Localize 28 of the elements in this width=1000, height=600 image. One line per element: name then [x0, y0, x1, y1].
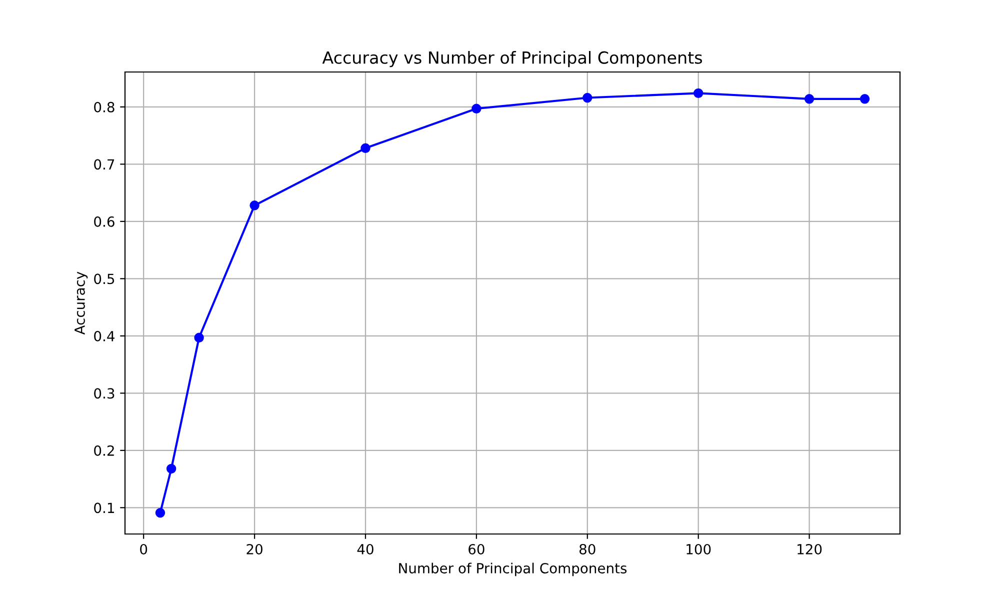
point: [360, 143, 370, 154]
y-tick-label: 0.3: [94, 388, 114, 399]
point: [804, 94, 814, 104]
x-tick-label: 20: [246, 544, 262, 554]
y-tick-label: 0.5: [94, 274, 114, 284]
x-tick-label: 120: [798, 544, 822, 554]
x-tick-label: 80: [580, 544, 596, 554]
x-tick-label: 0: [140, 544, 148, 554]
y-tick-label: 0.8: [94, 102, 114, 112]
y-tick-label: 0.6: [94, 216, 114, 227]
point: [166, 464, 176, 474]
y-tick-label: 0.4: [94, 330, 114, 342]
y-tick-label: 0.7: [94, 159, 114, 170]
point: [250, 200, 260, 210]
point: [693, 88, 704, 98]
y-axis-title: Accuracy: [74, 272, 88, 335]
point: [155, 508, 166, 518]
point: [582, 92, 592, 103]
point: [194, 332, 204, 342]
x-tick-label: 40: [357, 544, 374, 554]
y-tick-label: 0.2: [94, 445, 114, 456]
chart-title: Accuracy vs Number of Principal Components: [322, 51, 702, 68]
point: [472, 104, 482, 114]
x-tick-label: 60: [468, 544, 484, 554]
y-tick-label: 0.1: [94, 502, 114, 514]
point: [860, 94, 870, 104]
x-axis-title: Number of Principal Components: [399, 562, 627, 576]
x-tick-label: 100: [686, 544, 711, 554]
